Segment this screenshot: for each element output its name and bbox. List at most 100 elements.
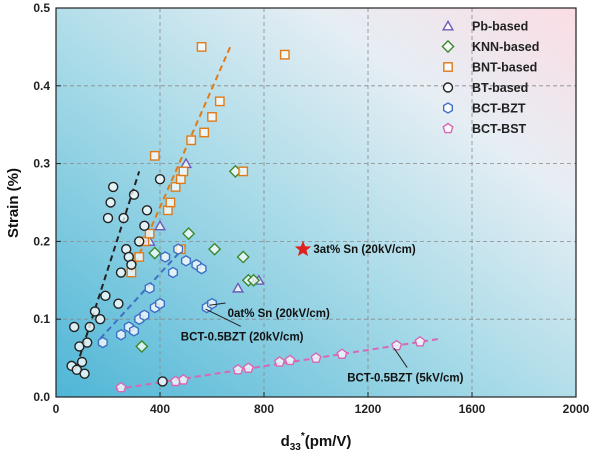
- bct-bst-point: [115, 381, 127, 393]
- legend-label: KNN-based: [472, 40, 539, 54]
- bnt-based-point: [279, 49, 290, 60]
- annotation-label: 3at% Sn (20kV/cm): [313, 244, 415, 256]
- bt-based-point: [76, 356, 88, 368]
- bnt-based-point: [238, 166, 249, 177]
- bt-based-point: [79, 368, 90, 379]
- bt-based-point: [133, 236, 145, 247]
- bt-based-point: [118, 212, 129, 224]
- bt-based-point: [115, 267, 127, 278]
- legend-label: BT-based: [472, 81, 528, 95]
- legend-label: BCT-BZT: [472, 102, 526, 116]
- bnt-based-point: [214, 96, 225, 107]
- bt-based-point: [107, 181, 119, 193]
- bt-based-point: [89, 306, 101, 317]
- x-axis-title-unit: (pm/V): [305, 433, 352, 450]
- bt-based-point: [126, 259, 137, 270]
- bct-bzt-point: [154, 297, 166, 310]
- bt-based-point: [141, 205, 153, 216]
- knn-based-point: [247, 273, 261, 287]
- trend-line: [99, 244, 187, 340]
- annotation-label: BCT-0.5BZT (5kV/cm): [347, 373, 463, 385]
- legend-marker: [441, 20, 455, 31]
- x-axis-title-superscript: *: [301, 431, 305, 442]
- bnt-based-point: [134, 252, 145, 262]
- bct-bzt-point: [196, 262, 207, 275]
- bnt-based-point: [170, 182, 181, 192]
- x-tick-label: 800: [254, 402, 274, 416]
- knn-based-point: [182, 227, 196, 241]
- x-tick-label: 0: [53, 402, 60, 416]
- bct-bzt-point: [128, 325, 140, 337]
- knn-based-point: [208, 242, 222, 256]
- bnt-based-point: [186, 135, 197, 146]
- annotation-arrow: [209, 302, 226, 306]
- legend-marker: [442, 102, 454, 114]
- x-axis-title: d33*(pm/V): [281, 431, 352, 453]
- bnt-based-point: [199, 127, 210, 138]
- knn-based-point: [135, 339, 149, 354]
- bct-bst-point: [284, 354, 296, 366]
- plot-frame: [55, 7, 577, 398]
- bct-bst-point: [336, 348, 348, 359]
- bnt-based-point: [196, 42, 207, 52]
- bt-based-point: [81, 337, 93, 348]
- pb-based-point: [153, 219, 167, 231]
- annotation-arrow: [393, 347, 408, 368]
- data-points: [66, 42, 426, 393]
- plot-background: [56, 8, 576, 397]
- x-tick-label: 400: [150, 402, 170, 416]
- knn-based-point: [148, 246, 162, 260]
- legend-label: BNT-based: [472, 61, 537, 75]
- x-tick-label: 1600: [459, 402, 486, 416]
- trend-line: [75, 171, 141, 367]
- x-tick-label: 2000: [563, 402, 590, 416]
- bt-based-point: [128, 189, 140, 200]
- legend-label: BCT-BST: [472, 122, 527, 136]
- bt-based-point: [113, 298, 124, 309]
- y-tick-label: 0.5: [33, 1, 50, 15]
- bct-bzt-point: [180, 255, 192, 267]
- bt-based-point: [100, 290, 111, 302]
- bnt-based-point: [144, 228, 155, 239]
- legend-marker: [441, 39, 455, 54]
- bt-based-point: [94, 314, 106, 325]
- bnt-based-point: [207, 112, 217, 122]
- bct-bzt-point: [160, 251, 171, 263]
- highlight-star-point: [294, 240, 312, 257]
- annotation-label: BCT-0.5BZT (20kV/cm): [181, 331, 304, 343]
- y-tick-label: 0.0: [33, 390, 50, 404]
- legend-marker: [442, 122, 454, 134]
- pb-based-point: [231, 282, 245, 293]
- axes: 0 400 800 1200 1600 2000 0.0 0.1 0.2 0.3 0.4 0.5: [33, 1, 589, 416]
- bct-bst-point: [232, 363, 244, 375]
- bct-bst-point: [310, 352, 322, 363]
- bct-bzt-point: [206, 297, 218, 310]
- bnt-based-point: [149, 150, 160, 161]
- bt-based-point: [157, 376, 168, 387]
- x-axis-title-main: d: [281, 433, 290, 450]
- bt-based-point: [68, 321, 80, 333]
- bnt-based-point: [178, 166, 189, 177]
- bct-bst-point: [177, 374, 189, 385]
- bct-bst-point: [414, 335, 426, 347]
- bt-based-point: [105, 197, 116, 208]
- legend-label: Pb-based: [472, 20, 528, 34]
- annotation-label: 0at% Sn (20kV/cm): [228, 308, 330, 320]
- y-tick-label: 0.1: [33, 312, 50, 326]
- y-tick-label: 0.4: [33, 79, 50, 93]
- knn-based-point: [236, 250, 250, 264]
- bct-bzt-point: [144, 282, 155, 294]
- y-axis-title: Strain (%): [5, 168, 22, 238]
- bct-bzt-point: [139, 309, 150, 322]
- bct-bst-point: [274, 356, 286, 367]
- bt-based-point: [84, 321, 96, 333]
- legend-marker: [443, 62, 453, 72]
- x-tick-label: 1200: [355, 402, 382, 416]
- bct-bst-point: [242, 362, 254, 373]
- y-tick-label: 0.2: [33, 234, 50, 248]
- bt-based-point: [102, 212, 114, 224]
- bt-based-point: [139, 220, 150, 232]
- bt-based-point: [154, 173, 166, 185]
- bct-bzt-point: [167, 266, 179, 279]
- bct-bzt-point: [115, 328, 127, 341]
